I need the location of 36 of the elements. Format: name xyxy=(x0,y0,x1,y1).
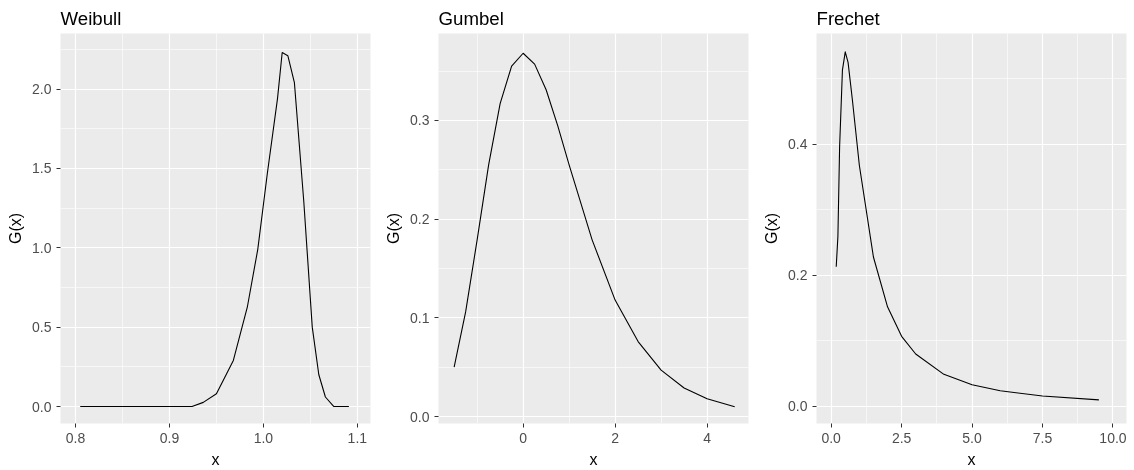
x-axis-title: x xyxy=(967,450,976,468)
x-tick-label: 0.9 xyxy=(159,429,180,446)
line-series xyxy=(79,52,350,408)
x-tick-label: 0.0 xyxy=(821,429,842,446)
x-tick-label: 2 xyxy=(611,429,620,446)
x-axis-title: x xyxy=(211,450,220,468)
y-tick-label: 0.0 xyxy=(410,408,430,425)
y-tick-label: 0.1 xyxy=(410,309,430,326)
y-axis-title: G(x) xyxy=(7,212,25,245)
y-tick-label: 0.2 xyxy=(410,211,430,228)
x-tick-label: 1.1 xyxy=(347,429,368,446)
x-tick-label: 2.5 xyxy=(891,429,912,446)
line-series xyxy=(835,51,1100,401)
x-tick-label: 0.8 xyxy=(65,429,86,446)
y-tick-label: 1.0 xyxy=(32,239,52,256)
chart-title: Frechet xyxy=(816,7,881,29)
y-tick-label: 2.0 xyxy=(32,81,52,98)
y-axis-title: G(x) xyxy=(385,212,403,245)
y-axis-title: G(x) xyxy=(763,212,781,245)
chart-title: Gumbel xyxy=(438,7,504,29)
x-tick-label: 5.0 xyxy=(962,429,983,446)
line-series xyxy=(453,52,736,408)
x-tick-label: 7.5 xyxy=(1032,429,1053,446)
x-tick-label: 10.0 xyxy=(1099,429,1127,446)
y-tick-label: 0.2 xyxy=(788,267,808,284)
chart-title: Weibull xyxy=(60,7,122,29)
y-tick-label: 0.0 xyxy=(788,398,808,415)
y-tick-label: 1.5 xyxy=(32,160,52,177)
y-tick-label: 0.4 xyxy=(788,136,808,153)
y-tick-label: 0.5 xyxy=(32,319,52,336)
x-tick-label: 4 xyxy=(703,429,712,446)
y-tick-label: 0.3 xyxy=(410,112,430,129)
x-tick-label: 1.0 xyxy=(253,429,274,446)
y-tick-label: 0.0 xyxy=(32,398,52,415)
x-tick-label: 0 xyxy=(519,429,528,446)
x-axis-title: x xyxy=(589,450,598,468)
